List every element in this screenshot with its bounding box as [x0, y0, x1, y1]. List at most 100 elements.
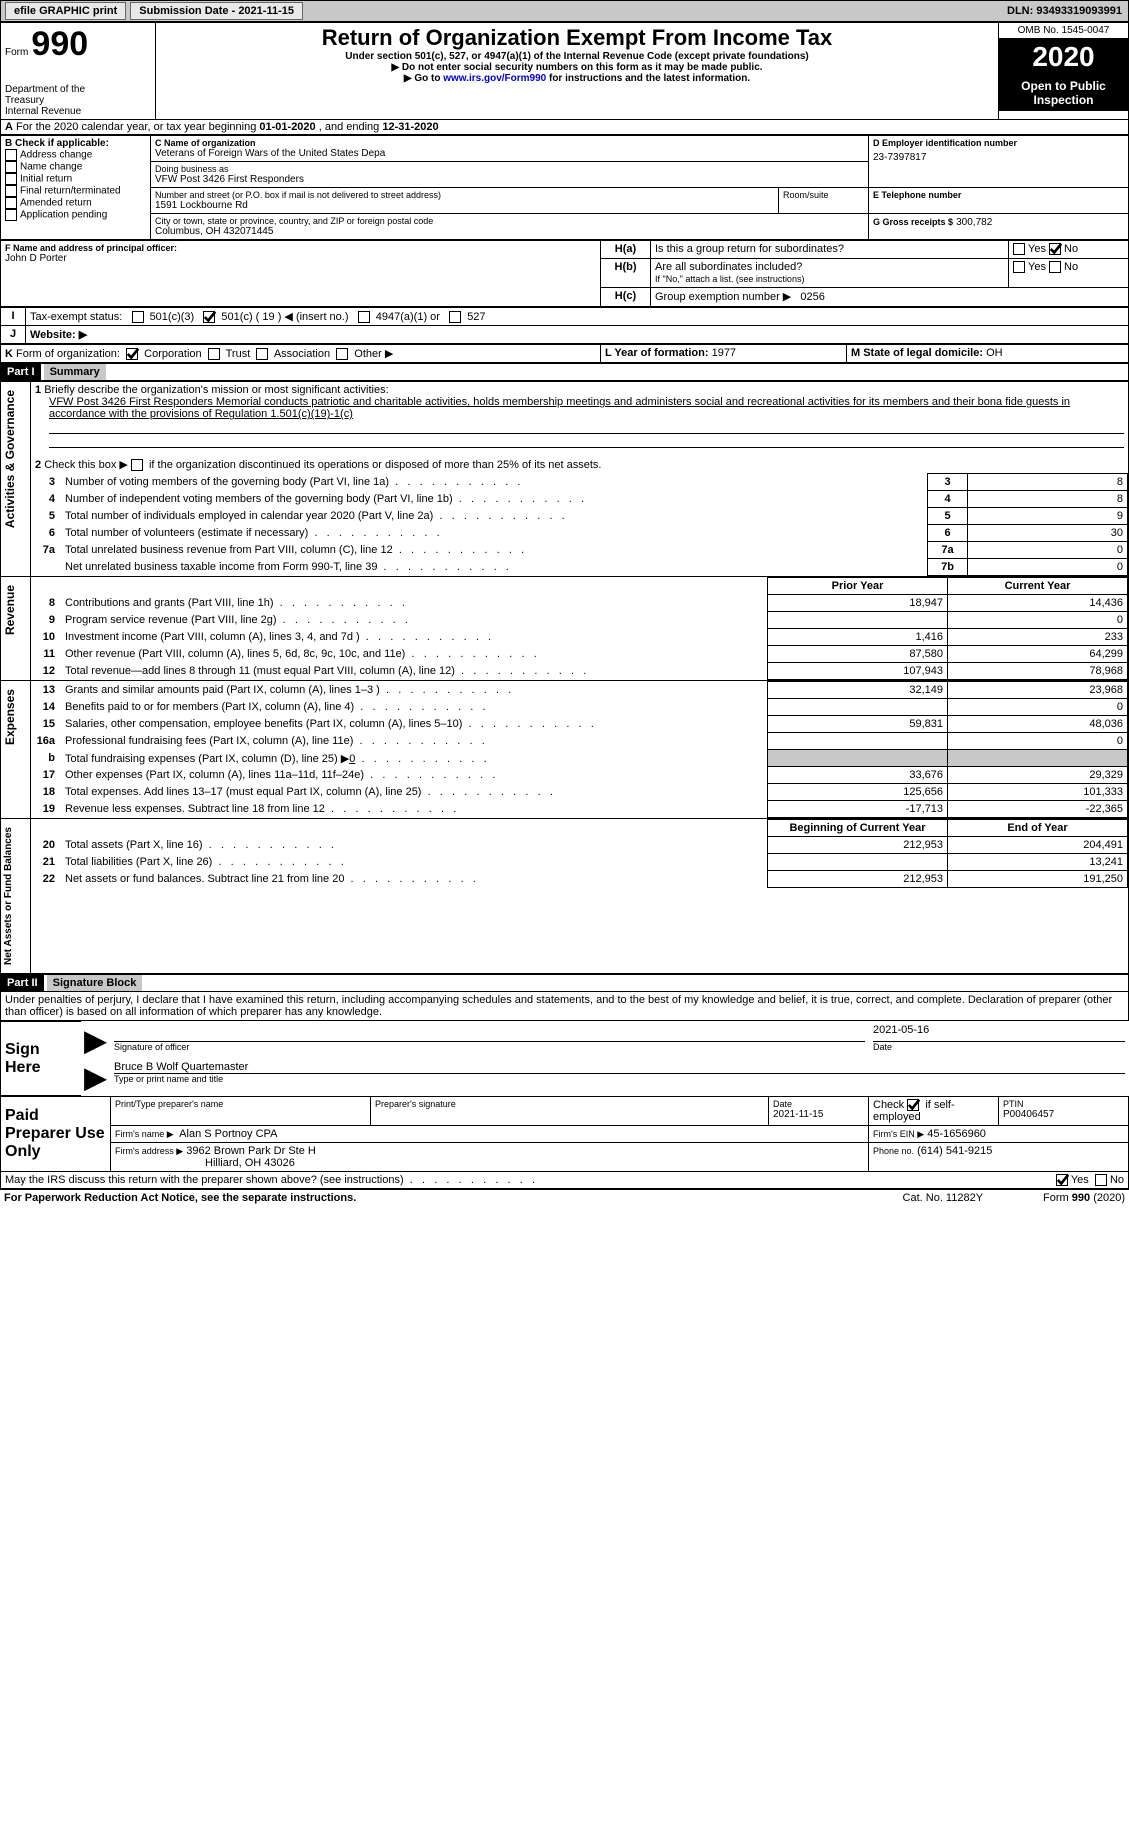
- table-row: 22Net assets or fund balances. Subtract …: [31, 871, 1128, 888]
- cb-initial-return[interactable]: [5, 173, 17, 185]
- row-num: 15: [31, 716, 61, 733]
- row-key: 7b: [928, 559, 968, 576]
- cell-current: -22,365: [948, 801, 1128, 818]
- cell-prior: 1,416: [768, 629, 948, 646]
- row-text: Salaries, other compensation, employee b…: [61, 716, 768, 733]
- table-row: 20Total assets (Part X, line 16)212,9532…: [31, 837, 1128, 854]
- subtitle-3: ▶ Go to www.irs.gov/Form990 for instruct…: [160, 73, 994, 84]
- g-label: G Gross receipts $: [873, 217, 953, 227]
- side-governance: Activities & Governance: [1, 382, 19, 536]
- row-num: 21: [31, 854, 61, 871]
- table-row: bTotal fundraising expenses (Part IX, co…: [31, 750, 1128, 767]
- initial-return-label: Initial return: [20, 174, 72, 185]
- goto-suffix: for instructions and the latest informat…: [546, 73, 750, 84]
- sign-here-label: Sign Here: [1, 1022, 81, 1096]
- org-name: Veterans of Foreign Wars of the United S…: [155, 148, 864, 159]
- row-text: Total assets (Part X, line 16): [61, 837, 768, 854]
- row-num: 20: [31, 837, 61, 854]
- table-row: 21Total liabilities (Part X, line 26)13,…: [31, 854, 1128, 871]
- street: 1591 Lockbourne Rd: [155, 200, 774, 211]
- line2-text2: if the organization discontinued its ope…: [149, 459, 602, 471]
- dln: DLN: 93493319093991: [1007, 5, 1122, 17]
- part1-label: Part I: [1, 364, 41, 380]
- cb-name-change[interactable]: [5, 161, 17, 173]
- f-label: F Name and address of principal officer:: [5, 243, 596, 253]
- row-num: 14: [31, 699, 61, 716]
- cell-current: 101,333: [948, 784, 1128, 801]
- col-prior: Prior Year: [768, 578, 948, 595]
- cb-4947[interactable]: [358, 311, 370, 323]
- row-num: 22: [31, 871, 61, 888]
- cell-prior: 87,580: [768, 646, 948, 663]
- part1-body: Activities & Governance 1 Briefly descri…: [0, 381, 1129, 974]
- cb-discuss-yes[interactable]: [1056, 1174, 1068, 1186]
- cb-discontinued[interactable]: [131, 459, 143, 471]
- cb-501c[interactable]: [203, 311, 215, 323]
- cb-501c3[interactable]: [132, 311, 144, 323]
- firm-addr1: 3962 Brown Park Dr Ste H: [186, 1145, 316, 1157]
- cell-current: 0: [948, 733, 1128, 750]
- form990-link[interactable]: www.irs.gov/Form990: [443, 73, 546, 84]
- l-val: 1977: [712, 347, 736, 359]
- omb-number: OMB No. 1545-0047: [999, 23, 1128, 39]
- row-num: 11: [31, 646, 61, 663]
- discuss-yes: Yes: [1071, 1174, 1089, 1186]
- cb-527[interactable]: [449, 311, 461, 323]
- cell-current: 23,968: [948, 682, 1128, 699]
- cb-discuss-no[interactable]: [1095, 1174, 1107, 1186]
- row-text: Total number of individuals employed in …: [61, 508, 928, 525]
- 501c-num: 19: [262, 311, 274, 323]
- efile-print-button[interactable]: efile GRAPHIC print: [5, 2, 126, 20]
- cell-current: 64,299: [948, 646, 1128, 663]
- cb-final-return[interactable]: [5, 185, 17, 197]
- a-label: A: [5, 121, 13, 133]
- cell-prior: [768, 699, 948, 716]
- cb-hb-no[interactable]: [1049, 261, 1061, 273]
- k-label: K: [5, 348, 13, 360]
- table-row: 10Investment income (Part VIII, column (…: [31, 629, 1128, 646]
- cb-ha-no[interactable]: [1049, 243, 1061, 255]
- cb-ha-yes[interactable]: [1013, 243, 1025, 255]
- cb-self-employed[interactable]: [907, 1099, 919, 1111]
- prep-sig-label: Preparer's signature: [375, 1099, 764, 1109]
- main-title: Return of Organization Exempt From Incom…: [160, 25, 994, 51]
- row-num: 7a: [31, 542, 61, 559]
- phone-label: Phone no.: [873, 1146, 914, 1156]
- klm-block: K Form of organization: Corporation Trus…: [0, 344, 1129, 363]
- row-key: 4: [928, 491, 968, 508]
- line2-num: 2: [35, 459, 41, 471]
- hb-yes: Yes: [1028, 261, 1046, 273]
- signature-line[interactable]: [114, 1024, 865, 1042]
- cell-shaded: [768, 750, 948, 767]
- table-row: 19Revenue less expenses. Subtract line 1…: [31, 801, 1128, 818]
- cb-application-pending[interactable]: [5, 209, 17, 221]
- street-label: Number and street (or P.O. box if mail i…: [155, 190, 774, 200]
- prep-date-label: Date: [773, 1099, 864, 1109]
- association-label: Association: [274, 348, 330, 360]
- blank-line-2: [49, 434, 1124, 448]
- other-label: Other ▶: [354, 348, 393, 360]
- sig-date-label: Date: [873, 1042, 1125, 1052]
- part2-title: Signature Block: [47, 975, 143, 991]
- hdr-spacer: [31, 578, 61, 595]
- row-text: Professional fundraising fees (Part IX, …: [61, 733, 768, 750]
- footer-form-num: 990: [1072, 1192, 1090, 1204]
- sig-arrow-2: ▶: [85, 1062, 107, 1093]
- cb-trust[interactable]: [208, 348, 220, 360]
- cb-hb-yes[interactable]: [1013, 261, 1025, 273]
- cb-amended[interactable]: [5, 197, 17, 209]
- cb-association[interactable]: [256, 348, 268, 360]
- declaration: Under penalties of perjury, I declare th…: [0, 992, 1129, 1021]
- table-row: 14Benefits paid to or for members (Part …: [31, 699, 1128, 716]
- dba-label: Doing business as: [155, 164, 864, 174]
- hc-val: 0256: [800, 291, 824, 303]
- cell-prior: [768, 854, 948, 871]
- subtitle-1: Under section 501(c), 527, or 4947(a)(1)…: [160, 51, 994, 62]
- cb-other[interactable]: [336, 348, 348, 360]
- open-to-public: Open to Public Inspection: [999, 75, 1128, 111]
- row-text: Contributions and grants (Part VIII, lin…: [61, 595, 768, 612]
- table-row: 18Total expenses. Add lines 13–17 (must …: [31, 784, 1128, 801]
- cb-corporation[interactable]: [126, 348, 138, 360]
- cb-address-change[interactable]: [5, 149, 17, 161]
- l-label: L Year of formation:: [605, 347, 709, 359]
